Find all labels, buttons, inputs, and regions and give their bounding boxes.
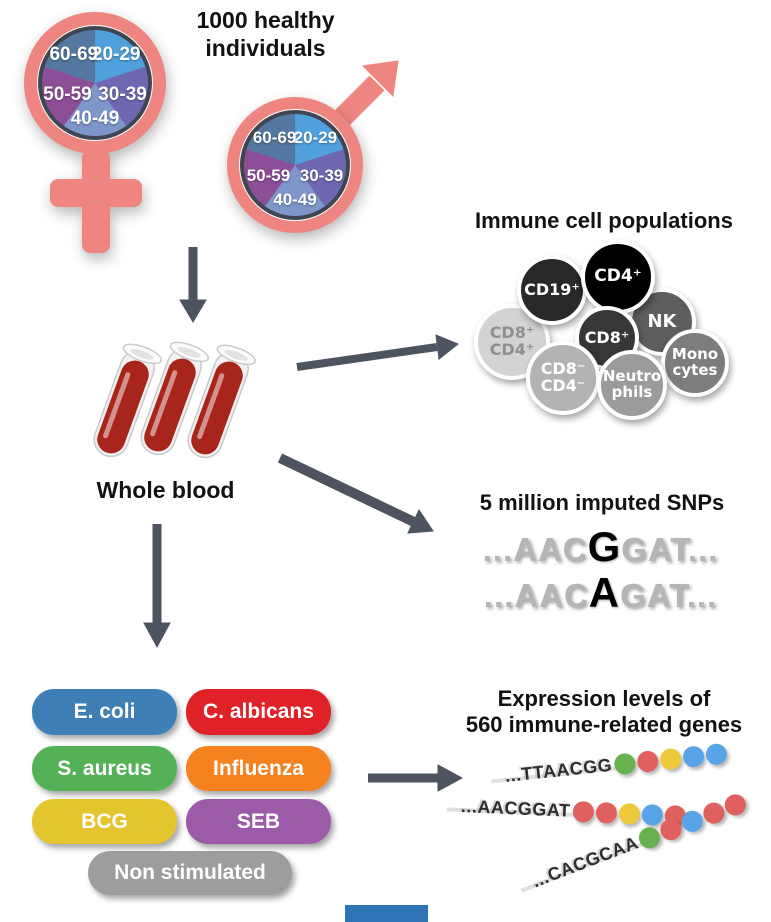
snps-title: 5 million imputed SNPs bbox=[479, 490, 725, 515]
stim-pill-label: SEB bbox=[236, 809, 281, 833]
snp-sequences: ...AACGGAT... ...AACAGAT... bbox=[430, 526, 771, 618]
expression-dot bbox=[678, 807, 706, 835]
cell-label: CD4⁺ bbox=[489, 340, 535, 359]
age-label-20-29: 20-29 bbox=[91, 44, 141, 66]
cell-label: Neutro bbox=[602, 367, 662, 386]
arrow-to-cells-icon bbox=[296, 334, 459, 371]
age-label-60-69: 60-69 bbox=[49, 44, 99, 66]
stim-pill-label: E. coli bbox=[73, 700, 136, 723]
figure-title-line2: individuals bbox=[205, 35, 326, 62]
expression-dot bbox=[721, 790, 749, 818]
male-symbol: 20-29 30-39 40-49 50-59 60-69 bbox=[0, 0, 400, 260]
blood-tube-icon bbox=[187, 344, 257, 459]
whole-blood-label: Whole blood bbox=[96, 477, 235, 503]
female-symbol: 20-29 30-39 40-49 50-59 60-69 bbox=[0, 0, 260, 260]
stim-pill-label: Influenza bbox=[212, 756, 304, 780]
expression-dot bbox=[681, 744, 705, 768]
stim-pill-bcg: BCG bbox=[32, 799, 177, 844]
stim-pill-saureus: S. aureus bbox=[32, 746, 177, 791]
age-label-30-39: 30-39 bbox=[299, 166, 344, 186]
female-age-pie-chart: 20-29 30-39 40-49 50-59 60-69 bbox=[38, 26, 152, 140]
cell-label: CD8⁻ bbox=[540, 359, 586, 379]
male-age-pie-chart: 20-29 30-39 40-49 50-59 60-69 bbox=[240, 110, 350, 220]
stim-pill-label: BCG bbox=[81, 809, 128, 833]
sequence-variant-allele: A bbox=[588, 569, 621, 616]
snp-sequence: ...AACAGAT... bbox=[430, 572, 771, 614]
cell-label: NK bbox=[647, 310, 677, 332]
expression-dot bbox=[612, 751, 637, 775]
expression-dot bbox=[700, 799, 728, 827]
snp-sequence: ...AACGGAT... bbox=[430, 526, 771, 568]
blood-tube-icon bbox=[140, 341, 210, 456]
male-symbol-ring: 20-29 30-39 40-49 50-59 60-69 bbox=[227, 97, 363, 233]
cell-label: cytes bbox=[672, 361, 718, 379]
strand-sequence: ...CACGCAA bbox=[529, 832, 641, 891]
stim-pill-label: Non stimulated bbox=[114, 861, 266, 884]
cell-label: CD4⁻ bbox=[540, 376, 586, 395]
cell-circle-cd8neg-cd4neg: CD8⁻ CD4⁻ bbox=[526, 341, 600, 415]
cell-label: Mono bbox=[671, 345, 719, 364]
sequence-prefix: ...AAC bbox=[483, 577, 589, 614]
blood-tubes-illustration bbox=[93, 341, 257, 459]
age-label-50-59: 50-59 bbox=[246, 166, 291, 186]
stim-pill-ecoli: E. coli bbox=[32, 689, 177, 735]
expression-dot bbox=[595, 801, 617, 824]
expression-title-line1: Expression levels of bbox=[497, 686, 711, 711]
cell-circle-neutrophils: Neutro phils bbox=[597, 350, 667, 420]
age-label-60-69: 60-69 bbox=[252, 128, 297, 148]
cell-circle-cd19: CD19⁺ bbox=[517, 255, 587, 325]
stim-pill-seb: SEB bbox=[186, 799, 331, 844]
arrow-down-to-stimulations-icon bbox=[143, 524, 171, 649]
expression-dot bbox=[658, 747, 682, 771]
stim-pill-label: S. aureus bbox=[57, 756, 152, 780]
cell-label: CD19⁺ bbox=[524, 279, 580, 299]
stim-pill-calbicans: C. albicans bbox=[186, 689, 331, 735]
immune-cells-title: Immune cell populations bbox=[475, 208, 733, 233]
female-symbol-crossbar bbox=[50, 179, 142, 207]
cell-circle-monocytes: Mono cytes bbox=[661, 329, 729, 397]
expression-title: Expression levels of 560 immune-related … bbox=[438, 686, 770, 738]
bottom-blue-bar bbox=[345, 905, 428, 922]
age-label-40-49: 40-49 bbox=[70, 108, 120, 130]
age-label-50-59: 50-59 bbox=[43, 83, 92, 105]
sequence-prefix: ...AAC bbox=[482, 531, 588, 568]
cell-label: CD8⁺ bbox=[584, 327, 630, 347]
cell-label: CD8⁺ bbox=[489, 323, 535, 343]
stim-pill-non-stimulated: Non stimulated bbox=[88, 851, 292, 895]
figure-title-line1: 1000 healthy bbox=[196, 7, 335, 33]
age-label-40-49: 40-49 bbox=[273, 189, 317, 209]
strand-sequence: ...TTAACGG bbox=[503, 754, 614, 786]
cell-label: CD4⁺ bbox=[594, 266, 642, 287]
expression-dot bbox=[572, 800, 595, 823]
sequence-suffix: GAT... bbox=[621, 531, 719, 568]
age-label-20-29: 20-29 bbox=[293, 128, 338, 148]
cell-label: phils bbox=[611, 383, 653, 401]
sequence-variant-allele: G bbox=[587, 523, 622, 570]
sequence-suffix: GAT... bbox=[620, 577, 718, 614]
stim-pill-label: C. albicans bbox=[203, 700, 314, 723]
expression-dot bbox=[635, 749, 659, 773]
expression-strand: ...TTAACGG bbox=[504, 741, 728, 788]
expression-dot bbox=[618, 802, 640, 825]
expression-dot bbox=[704, 742, 728, 766]
stim-pill-influenza: Influenza bbox=[186, 746, 331, 791]
arrow-to-expression-icon bbox=[368, 764, 464, 792]
blood-tube-icon bbox=[93, 343, 163, 458]
cell-circle-cd4: CD4⁺ bbox=[581, 240, 655, 314]
arrow-to-snps-icon bbox=[277, 453, 434, 534]
expression-dot bbox=[657, 815, 685, 843]
figure-title: 1000 healthy individuals bbox=[168, 6, 363, 62]
age-label-30-39: 30-39 bbox=[98, 83, 147, 105]
expression-title-line2: 560 immune-related genes bbox=[465, 711, 743, 737]
strand-sequence: ...AACGGAT bbox=[460, 795, 572, 821]
